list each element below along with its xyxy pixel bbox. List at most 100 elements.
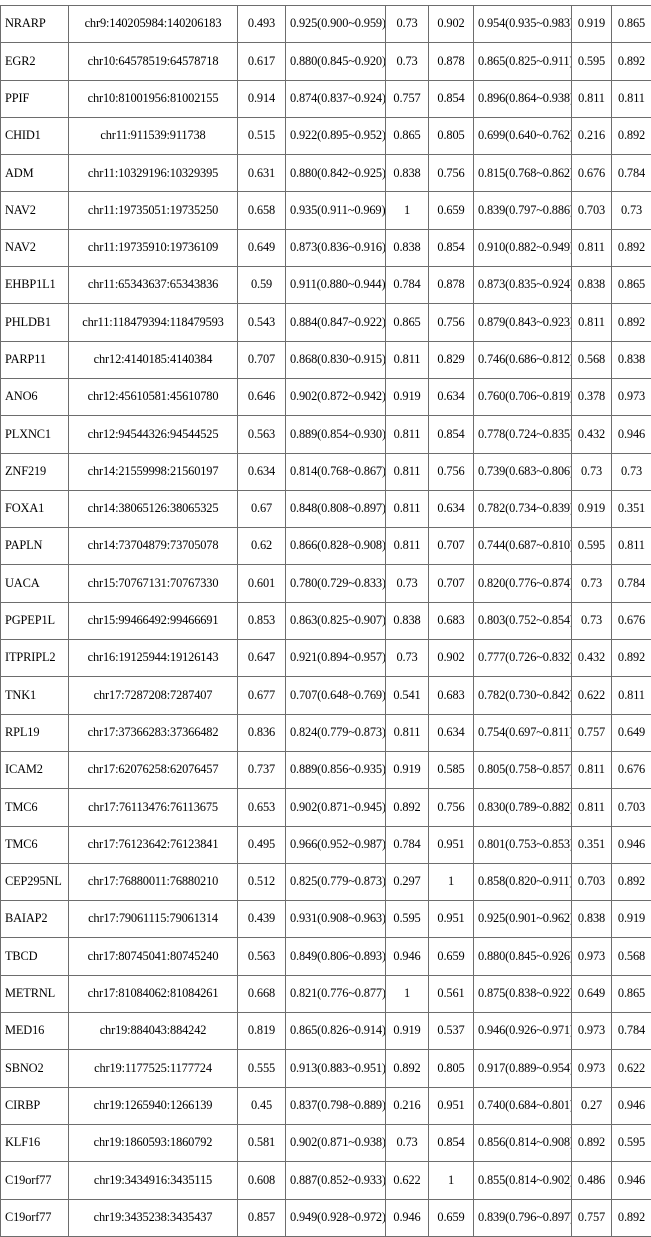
specificity-1: 0.585 [429, 751, 474, 788]
gene-name: EGR2 [1, 43, 69, 80]
gene-name: ITPRIPL2 [1, 640, 69, 677]
auc-ci-2: 0.880(0.845~0.926) [474, 938, 572, 975]
auc-ci-1: 0.935(0.911~0.969) [286, 192, 386, 229]
auc-ci-1: 0.874(0.837~0.924) [286, 80, 386, 117]
auc-ci-1: 0.865(0.826~0.914) [286, 1013, 386, 1050]
gene-name: EHBP1L1 [1, 267, 69, 304]
auc-ci-2: 0.839(0.797~0.886) [474, 192, 572, 229]
table-row: MED16chr19:884043:8842420.8190.865(0.826… [1, 1013, 651, 1050]
auc-ci-2: 0.815(0.768~0.862) [474, 155, 572, 192]
sensitivity-1: 0.622 [386, 1162, 429, 1199]
sensitivity-2: 0.811 [572, 304, 612, 341]
auc-ci-2: 0.782(0.730~0.842) [474, 677, 572, 714]
sensitivity-2: 0.595 [572, 528, 612, 565]
sensitivity-1: 0.811 [386, 416, 429, 453]
sensitivity-1: 0.784 [386, 826, 429, 863]
auc-ci-1: 0.825(0.779~0.873) [286, 863, 386, 900]
table-row: CHID1chr11:911539:9117380.5150.922(0.895… [1, 117, 651, 154]
value-1: 0.707 [238, 341, 286, 378]
sensitivity-2: 0.432 [572, 640, 612, 677]
specificity-1: 0.902 [429, 640, 474, 677]
specificity-1: 0.707 [429, 565, 474, 602]
auc-ci-2: 0.803(0.752~0.854) [474, 602, 572, 639]
sensitivity-1: 0.838 [386, 602, 429, 639]
specificity-1: 0.756 [429, 155, 474, 192]
specificity-2: 0.892 [612, 117, 651, 154]
specificity-1: 0.878 [429, 43, 474, 80]
sensitivity-1: 0.811 [386, 341, 429, 378]
auc-ci-1: 0.849(0.806~0.893) [286, 938, 386, 975]
gene-name: ZNF219 [1, 453, 69, 490]
gene-name: C19orf77 [1, 1162, 69, 1199]
gene-name: TMC6 [1, 826, 69, 863]
sensitivity-2: 0.973 [572, 1013, 612, 1050]
auc-ci-1: 0.837(0.798~0.889) [286, 1087, 386, 1124]
value-1: 0.59 [238, 267, 286, 304]
genomic-position: chr10:81001956:81002155 [69, 80, 238, 117]
specificity-2: 0.946 [612, 416, 651, 453]
genomic-position: chr19:1177525:1177724 [69, 1050, 238, 1087]
specificity-2: 0.649 [612, 714, 651, 751]
auc-ci-2: 0.805(0.758~0.857) [474, 751, 572, 788]
gene-name: CIRBP [1, 1087, 69, 1124]
specificity-2: 0.946 [612, 1162, 651, 1199]
auc-ci-2: 0.754(0.697~0.811) [474, 714, 572, 751]
auc-ci-2: 0.879(0.843~0.923) [474, 304, 572, 341]
gene-name: ADM [1, 155, 69, 192]
sensitivity-2: 0.838 [572, 267, 612, 304]
value-1: 0.819 [238, 1013, 286, 1050]
genomic-position: chr15:70767131:70767330 [69, 565, 238, 602]
auc-ci-2: 0.699(0.640~0.762) [474, 117, 572, 154]
auc-ci-2: 0.954(0.935~0.983) [474, 6, 572, 43]
sensitivity-1: 0.865 [386, 304, 429, 341]
sensitivity-1: 0.73 [386, 6, 429, 43]
auc-ci-1: 0.814(0.768~0.867) [286, 453, 386, 490]
specificity-1: 0.634 [429, 378, 474, 415]
auc-ci-1: 0.866(0.828~0.908) [286, 528, 386, 565]
sensitivity-2: 0.757 [572, 1199, 612, 1236]
genomic-position: chr11:911539:911738 [69, 117, 238, 154]
gene-name: METRNL [1, 975, 69, 1012]
auc-ci-1: 0.889(0.854~0.930) [286, 416, 386, 453]
genomic-position: chr12:45610581:45610780 [69, 378, 238, 415]
table-row: PARP11chr12:4140185:41403840.7070.868(0.… [1, 341, 651, 378]
specificity-2: 0.568 [612, 938, 651, 975]
sensitivity-1: 0.919 [386, 378, 429, 415]
genomic-position: chr11:118479394:118479593 [69, 304, 238, 341]
specificity-2: 0.784 [612, 1013, 651, 1050]
sensitivity-1: 0.541 [386, 677, 429, 714]
genomic-position: chr17:80745041:80745240 [69, 938, 238, 975]
value-1: 0.512 [238, 863, 286, 900]
specificity-2: 0.676 [612, 751, 651, 788]
auc-ci-1: 0.707(0.648~0.769) [286, 677, 386, 714]
genomic-position: chr17:62076258:62076457 [69, 751, 238, 788]
auc-ci-1: 0.821(0.776~0.877) [286, 975, 386, 1012]
auc-ci-2: 0.865(0.825~0.911) [474, 43, 572, 80]
auc-ci-2: 0.946(0.926~0.971) [474, 1013, 572, 1050]
specificity-2: 0.351 [612, 490, 651, 527]
genomic-position: chr17:76123642:76123841 [69, 826, 238, 863]
value-1: 0.737 [238, 751, 286, 788]
specificity-1: 0.683 [429, 677, 474, 714]
specificity-1: 1 [429, 1162, 474, 1199]
table-row: KLF16chr19:1860593:18607920.5810.902(0.8… [1, 1124, 651, 1161]
gene-name: TMC6 [1, 789, 69, 826]
value-1: 0.653 [238, 789, 286, 826]
value-1: 0.649 [238, 229, 286, 266]
auc-ci-1: 0.863(0.825~0.907) [286, 602, 386, 639]
auc-ci-2: 0.740(0.684~0.801) [474, 1087, 572, 1124]
genomic-position: chr19:1265940:1266139 [69, 1087, 238, 1124]
value-1: 0.608 [238, 1162, 286, 1199]
specificity-2: 0.865 [612, 975, 651, 1012]
specificity-1: 0.634 [429, 714, 474, 751]
gene-name: PHLDB1 [1, 304, 69, 341]
specificity-2: 0.865 [612, 267, 651, 304]
sensitivity-2: 0.73 [572, 565, 612, 602]
auc-ci-2: 0.925(0.901~0.962) [474, 901, 572, 938]
sensitivity-2: 0.649 [572, 975, 612, 1012]
auc-ci-1: 0.931(0.908~0.963) [286, 901, 386, 938]
gene-name: TNK1 [1, 677, 69, 714]
sensitivity-2: 0.703 [572, 863, 612, 900]
value-1: 0.67 [238, 490, 286, 527]
sensitivity-1: 0.73 [386, 43, 429, 80]
